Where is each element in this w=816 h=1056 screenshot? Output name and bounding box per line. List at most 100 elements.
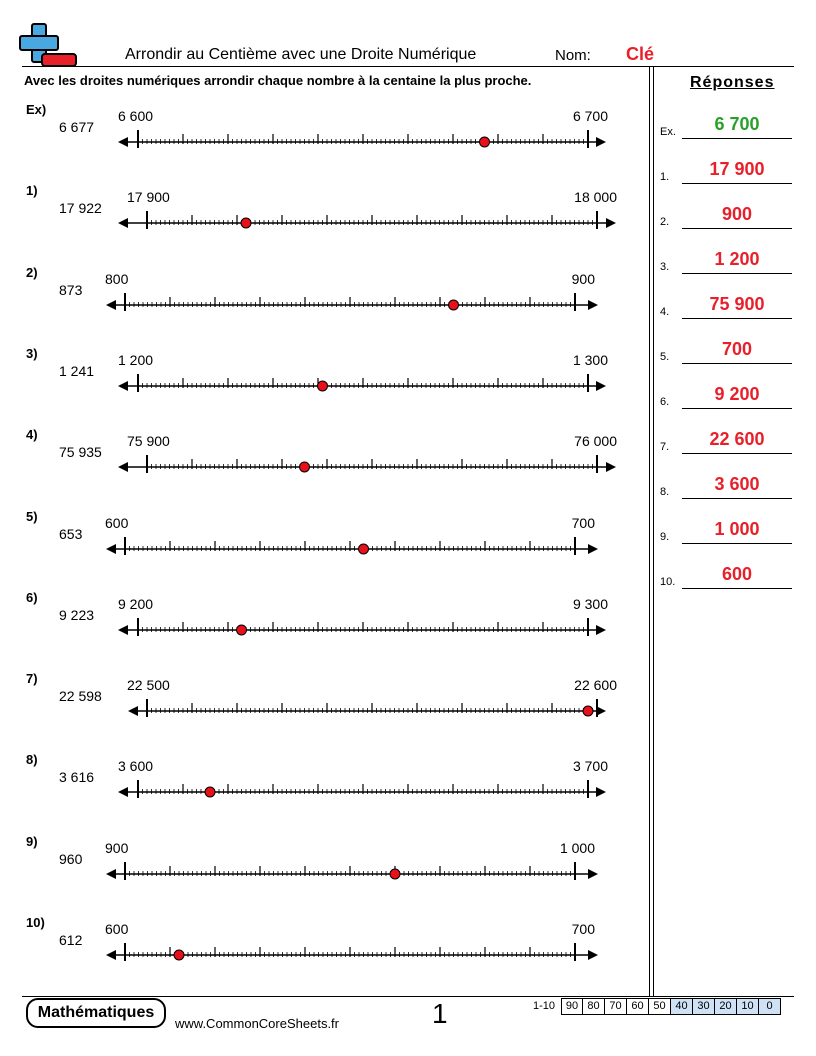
answer-value: 700 [721,339,753,359]
arrow-right-icon [596,137,606,147]
problem-item: 5) 653 600 700 [0,509,640,589]
start-label: 1 200 [118,351,154,368]
footer-rule [22,996,794,997]
start-label: 800 [105,270,129,287]
problem-label: 2) [26,264,38,280]
red-dot-icon [204,786,216,798]
answer-row: Ex. 6 700 [660,111,792,139]
problem-number: 1 241 [59,362,95,379]
answer-value: 22 600 [709,429,765,449]
answer-line [682,183,792,184]
problem-number: 653 [59,525,83,542]
column-divider [649,66,654,996]
problem-label: Ex) [26,102,47,117]
answer-label: 7. [660,441,670,453]
answer-label: Ex. [660,126,676,138]
site-url: www.CommonCoreSheets.fr [175,1016,339,1031]
problem-label: 3) [26,345,38,361]
answer-value: 17 900 [709,159,765,179]
answer-value: 9 200 [714,384,760,404]
arrow-right-icon [596,624,606,635]
end-label: 22 600 [574,677,617,694]
end-label: 9 300 [572,595,608,612]
problem-label: 5) [26,508,38,524]
problem-number: 22 598 [59,688,102,705]
answer-label: 2. [660,216,670,228]
arrow-right-icon [588,299,598,310]
end-label: 700 [571,514,595,531]
answer-row: 8. 3 600 [660,471,792,499]
problem-item: 2) 873 800 900 [0,265,640,345]
answer-row: 2. 900 [660,201,792,229]
page-number: 1 [432,998,448,1029]
answer-label: 9. [660,531,670,543]
score-cell: 0 [759,998,782,1015]
start-label: 600 [105,514,129,531]
problem-number: 612 [59,932,83,948]
problem-label: 10) [26,915,45,930]
arrow-left-icon [106,543,116,554]
problem-label: 9) [26,833,38,849]
score-cell: 50 [649,998,672,1015]
problem-item: 10) 612 600 700 [0,915,640,995]
plus-minus-logo-icon [19,23,77,67]
problem-item: 6) 9 223 9 200 9 300 [0,590,640,670]
arrow-right-icon [588,950,598,960]
number-line [106,292,598,311]
arrow-right-icon [588,543,598,554]
problem-item: 3) 1 241 1 200 1 300 [0,346,640,426]
answer-line [682,138,792,139]
answer-line [682,318,792,319]
start-label: 3 600 [118,758,154,775]
red-dot-icon [448,299,459,311]
answer-label: 8. [660,486,670,498]
red-dot-icon [240,217,252,229]
answer-line [682,453,792,454]
answer-label: 5. [660,351,670,363]
answer-row: 9. 1 000 [660,516,792,544]
score-cell: 40 [671,998,694,1015]
start-label: 600 [105,921,129,937]
arrow-left-icon [106,950,116,960]
red-dot-icon [236,624,247,636]
answer-value: 6 700 [714,114,760,134]
red-dot-icon [582,705,594,717]
problem-item: 9) 960 900 1 000 [0,834,640,914]
answer-row: 7. 22 600 [660,426,792,454]
end-label: 1 000 [559,839,595,856]
score-cell: 80 [583,998,606,1015]
problem-item: 1) 17 922 17 900 18 000 [0,183,640,263]
red-dot-icon [317,380,328,392]
answer-value: 1 000 [714,519,760,539]
arrow-left-icon [118,624,128,635]
score-cell: 90 [561,998,584,1015]
answer-row: 5. 700 [660,336,792,364]
arrow-left-icon [118,787,128,798]
answer-label: 1. [660,171,670,183]
answer-row: 10. 600 [660,561,792,589]
arrow-left-icon [128,706,138,717]
start-label: 9 200 [118,595,154,612]
answer-label: 4. [660,306,670,318]
arrow-left-icon [118,137,128,147]
problem-number: 9 223 [59,606,95,623]
start-label: 22 500 [127,677,170,694]
problem-label: 7) [26,671,38,687]
end-label: 3 700 [572,758,608,775]
number-line [118,373,606,392]
answer-value: 900 [721,204,753,224]
problem-item: 7) 22 598 22 500 22 600 [0,671,640,751]
answer-line [682,498,792,499]
score-table: 1-10 90 80 70 60 50 40 30 20 10 0 [533,998,782,1015]
arrow-left-icon [106,868,116,879]
red-dot-icon [173,949,185,961]
problem-item: 8) 3 616 3 600 3 700 [0,752,640,832]
answer-row: 6. 9 200 [660,381,792,409]
answer-line [682,363,792,364]
score-cell: 60 [627,998,650,1015]
number-line [106,943,598,961]
problem-number: 6 677 [59,119,95,135]
subject-badge: Mathématiques [26,998,166,1028]
answer-value: 1 200 [714,249,760,269]
answer-line [682,228,792,229]
